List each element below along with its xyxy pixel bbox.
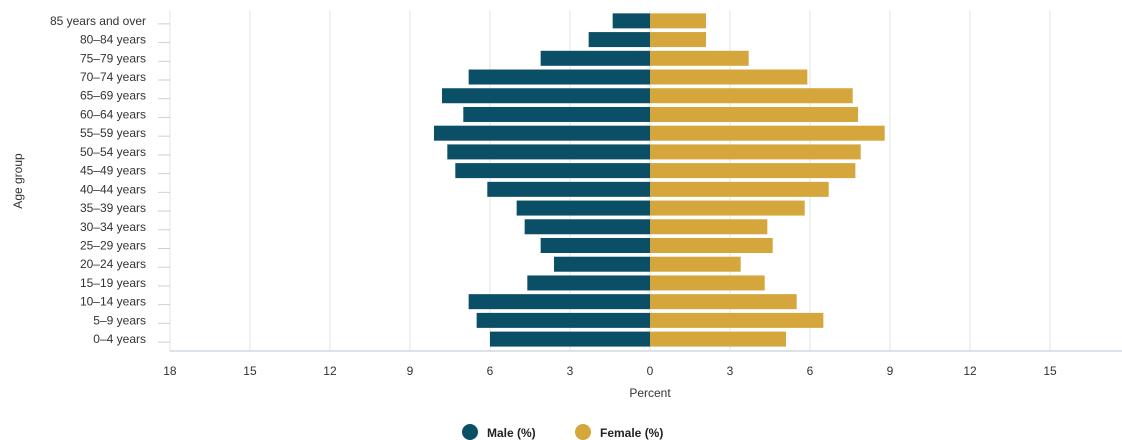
y-tick-label: 50–54 years [80,145,146,159]
female-bar[interactable] [650,88,853,104]
x-tick-label: 9 [887,364,894,378]
x-tick-label: 9 [407,364,414,378]
legend-label-female[interactable]: Female (%) [600,426,663,440]
legend-marker-male[interactable] [462,424,478,440]
x-tick-label: 12 [963,364,977,378]
male-bar[interactable] [447,144,650,160]
male-bar[interactable] [433,125,650,141]
y-tick-label: 55–59 years [80,126,146,140]
female-bar[interactable] [650,125,885,141]
male-bar[interactable] [540,238,650,253]
y-tick-label: 60–64 years [80,107,146,121]
male-bar[interactable] [540,50,650,66]
y-tick-label: 70–74 years [80,70,146,84]
male-bar[interactable] [468,294,650,310]
female-bar[interactable] [650,331,787,347]
female-bar[interactable] [650,219,768,235]
legend: Male (%) Female (%) [462,424,663,440]
female-bar[interactable] [650,200,805,216]
female-bar[interactable] [650,32,707,48]
male-bar[interactable] [468,69,650,85]
legend-marker-female[interactable] [575,424,591,440]
female-bar[interactable] [650,13,707,29]
male-bar[interactable] [612,13,650,29]
female-bar[interactable] [650,50,749,66]
male-bar[interactable] [553,256,650,272]
y-tick-label: 35–39 years [80,201,146,215]
female-bar[interactable] [650,238,773,253]
y-tick-label: 10–14 years [80,295,146,309]
y-axis-title: Age group [11,153,25,209]
male-bar[interactable] [527,275,650,291]
x-tick-label: 6 [807,364,814,378]
grid-lines [169,10,1051,351]
y-tick-label: 0–4 years [93,332,146,346]
bars [433,13,885,347]
y-tick-label: 25–29 years [80,239,146,253]
y-tick-label: 75–79 years [80,51,146,65]
male-bar[interactable] [516,200,650,216]
y-tick-label: 5–9 years [93,313,146,327]
y-tick-label: 15–19 years [80,276,146,290]
x-axis: 181512963036912151 [163,350,1122,378]
x-tick-label: 18 [163,364,177,378]
female-bar[interactable] [650,275,765,291]
male-bar[interactable] [463,106,650,122]
x-tick-label: 6 [487,364,494,378]
female-bar[interactable] [650,294,797,310]
female-bar[interactable] [650,312,824,328]
x-axis-title: Percent [629,386,671,400]
x-tick-label: 15 [243,364,257,378]
x-tick-label: 3 [567,364,574,378]
male-bar[interactable] [455,163,650,179]
female-bar[interactable] [650,69,808,85]
x-tick-label: 3 [727,364,734,378]
x-tick-label: 12 [323,364,337,378]
male-bar[interactable] [524,219,650,235]
x-tick-label: 0 [647,364,654,378]
y-tick-label: 30–34 years [80,220,146,234]
legend-label-male[interactable]: Male (%) [487,426,536,440]
male-bar[interactable] [588,32,650,48]
y-axis: 85 years and over 80–84 years 75–79 years 7… [50,14,170,346]
female-bar[interactable] [650,256,741,272]
y-tick-label: 65–69 years [80,89,146,103]
male-bar[interactable] [441,88,650,104]
x-tick-label: 15 [1043,364,1057,378]
y-tick-label: 80–84 years [80,33,146,47]
female-bar[interactable] [650,181,829,197]
male-bar[interactable] [489,331,650,347]
male-bar[interactable] [476,312,650,328]
female-bar[interactable] [650,163,856,179]
female-bar[interactable] [650,144,861,160]
y-tick-label: 45–49 years [80,164,146,178]
female-bar[interactable] [650,106,859,122]
male-bar[interactable] [487,181,650,197]
y-tick-label: 85 years and over [50,14,146,28]
y-tick-label: 40–44 years [80,182,146,196]
y-tick-label: 20–24 years [80,257,146,271]
